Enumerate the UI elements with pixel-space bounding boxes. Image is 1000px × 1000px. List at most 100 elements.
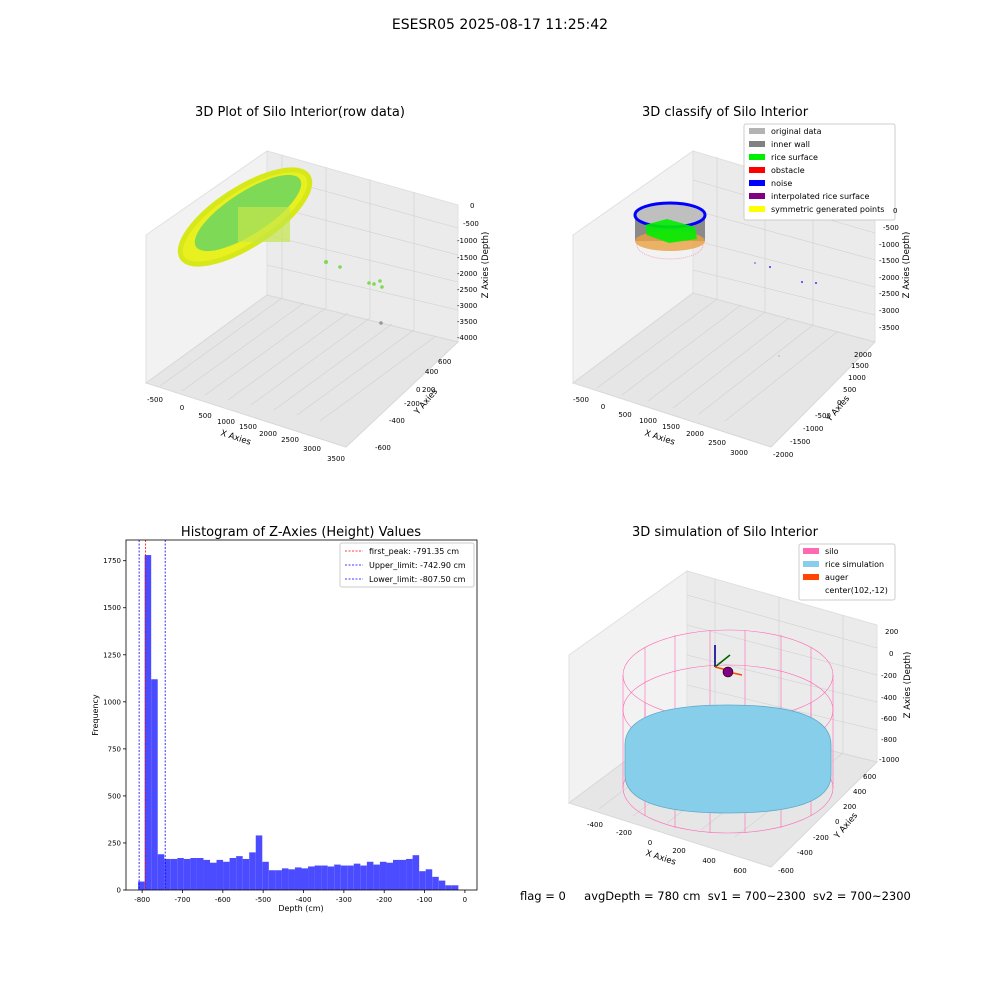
histogram-bar: [386, 862, 394, 890]
classify-y-tick: 1000: [848, 374, 866, 382]
legend-label-interpolated-rice-surface: interpolated rice surface: [771, 192, 869, 201]
classify-z-tick: -1500: [879, 257, 899, 265]
histogram-y-tick-label: 500: [108, 792, 121, 800]
histogram-bar: [190, 858, 197, 890]
legend-swatch-inner-wall: [749, 141, 765, 147]
legend-swatch-obstacle: [749, 167, 765, 173]
classify-silo-cylinder: [633, 201, 707, 260]
classify-y-tick: -1500: [790, 438, 810, 446]
sim-rice-body: [624, 704, 832, 814]
histogram-bar: [445, 885, 452, 890]
panel-simulation-3d: 3D simulation of Silo Interior silo: [567, 525, 913, 875]
classify-z-tick: -1000: [879, 241, 899, 249]
histogram-bar: [419, 871, 426, 890]
raw-outlier-point: [324, 260, 328, 264]
histogram-bar: [209, 862, 217, 890]
raw-x-tick: 3500: [327, 455, 345, 463]
classify-y-ticks: -2000 -1500 -1000 -500 0 500 1000 1500 2…: [773, 351, 872, 459]
legend-label-upper-limit: Upper_limit: -742.90 cm: [369, 561, 466, 570]
legend-swatch-auger: [803, 574, 819, 580]
raw-outlier-points: [324, 260, 384, 325]
raw-x-tick: 0: [180, 404, 184, 412]
sim-auger-pointer: [732, 672, 743, 676]
classify-x-tick: 2500: [708, 439, 726, 447]
histogram-x-tick-label: -600: [215, 896, 231, 904]
classify-x-tick: 3000: [730, 449, 748, 457]
sim-y-tick: -600: [778, 867, 794, 875]
raw-y-tick: -600: [375, 444, 391, 452]
legend-label-noise: noise: [771, 179, 792, 188]
raw-y-tick: 400: [425, 368, 438, 376]
status-avg-depth: avgDepth = 780 cm: [584, 889, 701, 903]
classify-legend-frame: [743, 123, 896, 221]
histogram-bar: [144, 555, 152, 890]
sim-x-tick: -200: [616, 829, 632, 837]
classify-z-tick: -2500: [879, 290, 899, 298]
sim-axis-y: [714, 654, 731, 668]
raw-outlier-point: [372, 282, 376, 286]
classify-pink-lower-ring: [636, 230, 704, 260]
raw-z-tick: -3500: [457, 318, 477, 326]
sim-auger: [714, 645, 743, 678]
raw-outlier-point: [367, 281, 371, 285]
legend-swatch-noise: [749, 180, 765, 186]
legend-label-lower-limit: Lower_limit: -807.50 cm: [369, 575, 466, 584]
panel-simulation-title: 3D simulation of Silo Interior: [632, 525, 819, 540]
histogram-bar: [275, 870, 282, 890]
histogram-bar: [373, 864, 380, 890]
classify-y-tick: -2000: [773, 451, 793, 459]
histogram-bar: [432, 876, 439, 890]
histogram-bar: [177, 858, 184, 890]
raw-z-tick: -3000: [457, 302, 477, 310]
classify-z-ticks: 0 -500 -1000 -1500 -2000 -2500 -3000 -35…: [879, 207, 899, 332]
raw-x-tick: 2000: [259, 430, 277, 438]
legend-swatch-rice-simulation: [803, 561, 819, 567]
histogram-bar: [393, 859, 400, 890]
legend-label-inner-wall: inner wall: [771, 140, 810, 149]
histogram-y-tick-label: 250: [108, 839, 121, 847]
histogram-bar: [366, 861, 374, 890]
simulation-legend: silo rice simulation auger center(102,-1…: [798, 543, 896, 601]
sim-ylabel: Y Axies: [832, 811, 860, 842]
raw-xlabel: X Axies: [219, 428, 252, 447]
histogram-plot-frame: [125, 539, 478, 891]
classify-x-tick: 0: [601, 403, 605, 411]
raw-obstacle-cluster: [238, 207, 290, 242]
simulation-legend-frame: [798, 543, 896, 601]
classify-x-tick: 1500: [662, 423, 680, 431]
legend-swatch-rice-surface: [749, 154, 765, 160]
classify-y-tick: 2000: [854, 351, 872, 359]
sim-x-tick: -400: [587, 821, 603, 829]
classify-x-ticks: -500 0 500 1000 1500 2000 2500 3000: [573, 396, 748, 457]
histogram-xlabel: Depth (cm): [278, 904, 323, 913]
classify-rice-surface-patch: [645, 219, 697, 243]
histogram-bar: [340, 865, 348, 890]
histogram-y-tick-label: 0: [117, 887, 121, 895]
histogram-x-tick-label: -800: [134, 896, 150, 904]
panel-raw-title: 3D Plot of Silo Interior(row data): [195, 105, 405, 120]
classify-z-tick: -500: [883, 224, 899, 232]
raw-y-tick: 600: [438, 358, 451, 366]
classify-z-tick: 0: [893, 207, 897, 215]
raw-y-tick: -200: [404, 400, 420, 408]
status-sv2: sv2 = 700~2300: [812, 889, 911, 903]
histogram-bar: [321, 865, 328, 890]
histogram-bar: [347, 865, 354, 890]
status-sv1: sv1 = 700~2300: [707, 889, 806, 903]
classify-noise-point: [778, 355, 780, 357]
histogram-bar: [170, 858, 178, 890]
histogram-bar: [262, 861, 269, 890]
histogram-bar: [223, 861, 230, 890]
histogram-x-tick-label: -200: [376, 896, 392, 904]
histogram-bar: [425, 869, 433, 890]
status-line: flag = 0 avgDepth = 780 cm sv1 = 700~230…: [520, 889, 911, 903]
raw-z-tick: -1500: [457, 254, 477, 262]
histogram-x-tick-label: -500: [255, 896, 271, 904]
histogram-bar: [308, 866, 315, 890]
sim-y-tick: -200: [813, 834, 829, 842]
histogram-ylabel: Frequency: [91, 694, 100, 736]
sim-z-tick: -1000: [879, 756, 899, 764]
raw-point-cloud: [177, 167, 313, 267]
status-flag: flag = 0: [520, 889, 566, 903]
sim-y-tick: 600: [863, 773, 876, 781]
